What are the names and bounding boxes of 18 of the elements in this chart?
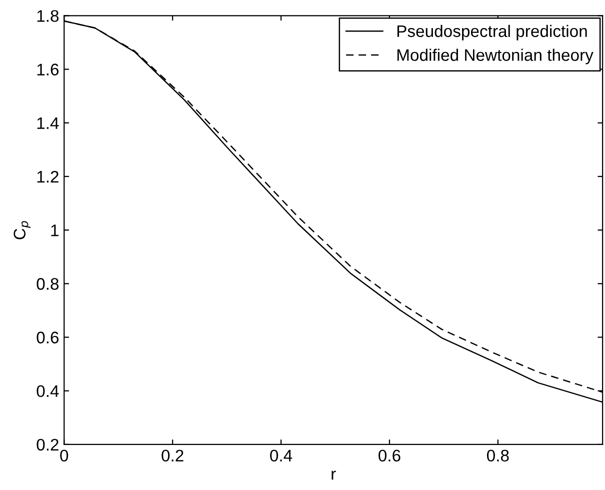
y-tick-label: 1.4 <box>37 117 59 129</box>
legend-label: Modified Newtonian theory <box>397 48 594 64</box>
x-tick-label: 0.6 <box>378 450 400 462</box>
x-tick-label: 0.8 <box>486 450 509 462</box>
y-tick-label: 0.4 <box>36 385 59 398</box>
y-axis-title: C$_{p}$ <box>14 221 31 240</box>
y-tick-label: 1.6 <box>37 64 59 76</box>
x-tick-label: 0.2 <box>162 450 184 462</box>
legend-label: Pseudospectral prediction <box>397 24 587 40</box>
y-tick-label: 1.8 <box>37 10 59 22</box>
y-tick-label: 1.2 <box>37 170 58 182</box>
y-tick-label: 0.2 <box>36 438 58 451</box>
x-axis-title: r <box>332 470 336 480</box>
x-tick-label: 0.4 <box>270 450 292 462</box>
y-tick-label: 0.8 <box>36 278 59 290</box>
x-tick-label: 0 <box>60 450 68 462</box>
y-tick-label: 1 <box>51 224 58 236</box>
y-tick-label: 0.6 <box>36 332 59 344</box>
